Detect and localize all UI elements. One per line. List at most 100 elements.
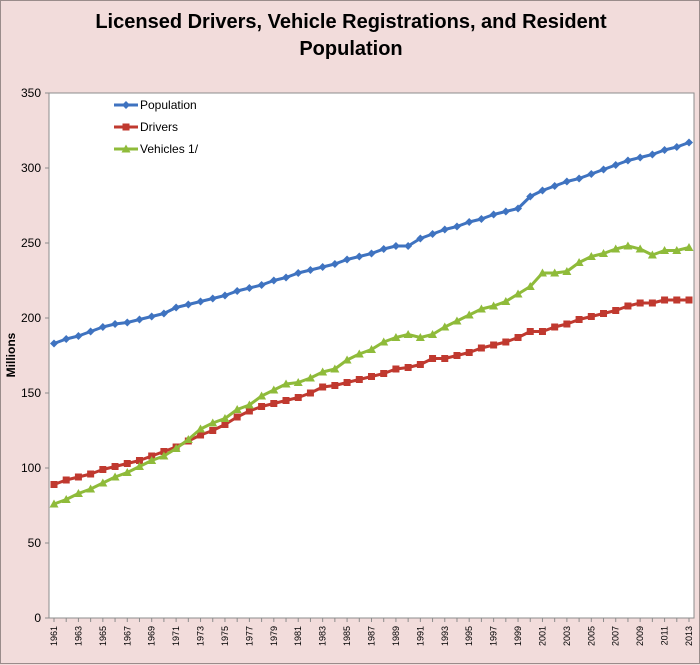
y-tick-label: 150: [21, 386, 41, 400]
data-point-population: [550, 182, 559, 190]
data-point-drivers: [587, 313, 595, 320]
data-point-drivers: [538, 328, 546, 335]
data-point-vehicles-1: [635, 244, 645, 253]
data-point-vehicles-1: [232, 405, 242, 413]
data-point-population: [294, 269, 303, 277]
data-point-population: [123, 318, 132, 327]
data-point-drivers: [404, 364, 412, 371]
data-point-population: [452, 222, 461, 231]
data-point-drivers: [575, 316, 583, 323]
data-point-drivers: [197, 431, 205, 439]
data-point-drivers: [392, 365, 400, 373]
data-point-vehicles-1: [574, 258, 584, 266]
data-point-vehicles-1: [452, 316, 462, 325]
data-point-population: [257, 281, 266, 289]
data-point-drivers: [368, 373, 375, 380]
data-point-vehicles-1: [440, 322, 450, 331]
data-point-population: [269, 276, 278, 285]
data-point-population: [685, 138, 693, 147]
x-tick-label: 1981: [293, 626, 303, 646]
data-point-population: [172, 303, 181, 312]
data-point-population: [306, 266, 315, 274]
data-point-drivers: [661, 296, 669, 304]
x-tick-label: 1997: [489, 626, 499, 646]
data-point-drivers: [135, 457, 143, 464]
legend-item-drivers: Drivers: [114, 120, 178, 134]
data-point-drivers: [490, 341, 498, 349]
data-point-vehicles-1: [672, 246, 682, 254]
legend-item-population: Population: [114, 98, 197, 112]
data-point-population: [440, 225, 449, 234]
data-point-vehicles-1: [269, 385, 279, 394]
data-point-population: [660, 146, 669, 154]
data-point-vehicles-1: [476, 304, 486, 313]
data-point-vehicles-1: [208, 418, 218, 427]
data-point-population: [538, 186, 547, 195]
data-point-population: [636, 153, 645, 162]
data-point-drivers: [600, 310, 608, 317]
data-point-vehicles-1: [403, 330, 413, 338]
data-point-vehicles-1: [244, 400, 254, 409]
data-point-vehicles-1: [305, 373, 315, 382]
data-point-drivers: [111, 463, 119, 470]
data-point-vehicles-1: [379, 337, 389, 346]
data-point-vehicles-1: [98, 478, 108, 487]
data-point-population: [611, 161, 620, 169]
x-tick-label: 1983: [318, 626, 328, 646]
data-point-drivers: [306, 389, 314, 397]
data-point-vehicles-1: [537, 268, 547, 277]
data-point-population: [208, 294, 217, 303]
x-tick-label: 2001: [537, 626, 547, 646]
x-tick-label: 2005: [586, 626, 596, 646]
data-point-vehicles-1: [342, 355, 352, 364]
x-tick-label: 1977: [244, 626, 254, 646]
x-tick-label: 1963: [73, 626, 83, 646]
data-point-drivers: [245, 407, 253, 415]
data-point-vehicles-1: [171, 444, 181, 452]
data-point-drivers: [648, 299, 656, 307]
data-point-drivers: [636, 299, 644, 307]
data-point-population: [233, 287, 242, 295]
y-tick-label: 350: [21, 86, 41, 100]
data-point-vehicles-1: [61, 495, 71, 503]
data-point-vehicles-1: [220, 414, 230, 422]
series-drivers: [50, 296, 693, 488]
data-point-drivers: [416, 361, 424, 368]
chart-title: Licensed Drivers, Vehicle Registrations,…: [1, 9, 700, 63]
data-point-vehicles-1: [183, 435, 193, 443]
data-point-drivers: [685, 296, 693, 304]
data-point-vehicles-1: [599, 249, 609, 257]
data-point-vehicles-1: [73, 489, 83, 497]
legend-label: Population: [140, 98, 197, 112]
legend-label: Drivers: [140, 120, 178, 134]
data-point-vehicles-1: [122, 468, 132, 476]
data-point-drivers: [123, 460, 131, 467]
data-point-vehicles-1: [147, 456, 157, 464]
data-point-population: [159, 309, 168, 318]
data-point-drivers: [50, 481, 58, 488]
x-tick-label: 1995: [464, 626, 474, 646]
data-point-population: [184, 300, 193, 309]
data-point-drivers: [514, 334, 522, 341]
data-point-drivers: [477, 344, 485, 352]
data-point-population: [318, 263, 327, 271]
plot-area: [48, 92, 695, 619]
x-tick-label: 1989: [391, 626, 401, 646]
data-point-drivers: [319, 383, 327, 391]
data-point-drivers: [221, 421, 229, 428]
data-point-population: [477, 215, 486, 223]
data-point-vehicles-1: [415, 333, 425, 341]
data-point-drivers: [270, 400, 278, 407]
data-point-vehicles-1: [586, 252, 596, 260]
data-point-vehicles-1: [513, 289, 523, 298]
data-point-vehicles-1: [550, 268, 560, 277]
data-point-vehicles-1: [86, 484, 96, 493]
x-tick-label: 1999: [513, 626, 523, 646]
data-point-vehicles-1: [367, 345, 376, 353]
data-point-drivers: [563, 320, 571, 328]
data-point-vehicles-1: [623, 241, 633, 250]
data-point-vehicles-1: [684, 243, 694, 251]
data-point-population: [526, 192, 535, 201]
data-point-drivers: [282, 397, 290, 404]
